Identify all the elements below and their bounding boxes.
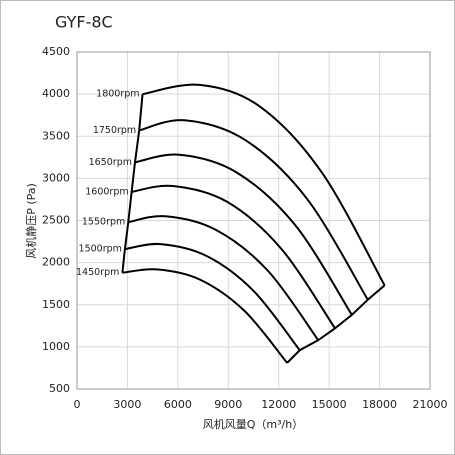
fan-curve: [131, 184, 336, 329]
x-tick-label: 6000: [164, 398, 192, 411]
x-tick-label: 15000: [312, 398, 347, 411]
y-tick-label: 2000: [42, 256, 70, 269]
x-tick-label: 18000: [362, 398, 397, 411]
x-tick-label: 3000: [113, 398, 141, 411]
y-tick-label: 2500: [42, 214, 70, 227]
plot-border: [76, 51, 431, 390]
series-label: 1800rpm: [96, 89, 139, 100]
y-tick-label: 3000: [42, 171, 70, 184]
y-tick-label: 1500: [42, 298, 70, 311]
x-axis-label: 风机风量Q（m³/h）: [203, 417, 303, 431]
x-tick-label: 12000: [261, 398, 296, 411]
y-tick-label: 4500: [42, 45, 70, 58]
series-label: 1650rpm: [89, 157, 132, 168]
fan-curve: [122, 268, 288, 364]
fan-curve: [124, 242, 301, 351]
x-tick-label: 9000: [214, 398, 242, 411]
y-tick-label: 1000: [42, 340, 70, 353]
y-axis-label: 风机静压P (Pa): [24, 183, 38, 259]
series-label: 1750rpm: [93, 125, 136, 136]
fan-curve: [138, 119, 369, 301]
end-boundary: [286, 284, 386, 364]
series-label: 1500rpm: [79, 244, 122, 255]
y-tick-label: 4000: [42, 87, 70, 100]
fan-curve: [128, 215, 320, 341]
series-label: 1550rpm: [82, 217, 125, 228]
x-tick-label: 0: [74, 398, 81, 411]
x-tick-label: 21000: [413, 398, 448, 411]
series-label: 1450rpm: [76, 267, 119, 278]
chart-title: GYF-8C: [55, 13, 113, 32]
y-tick-label: 3500: [42, 129, 70, 142]
fan-curve: [134, 153, 353, 316]
fan-curve: [142, 83, 386, 286]
series-label: 1600rpm: [85, 186, 128, 197]
y-tick-label: 500: [49, 382, 70, 395]
start-boundary: [121, 94, 144, 273]
